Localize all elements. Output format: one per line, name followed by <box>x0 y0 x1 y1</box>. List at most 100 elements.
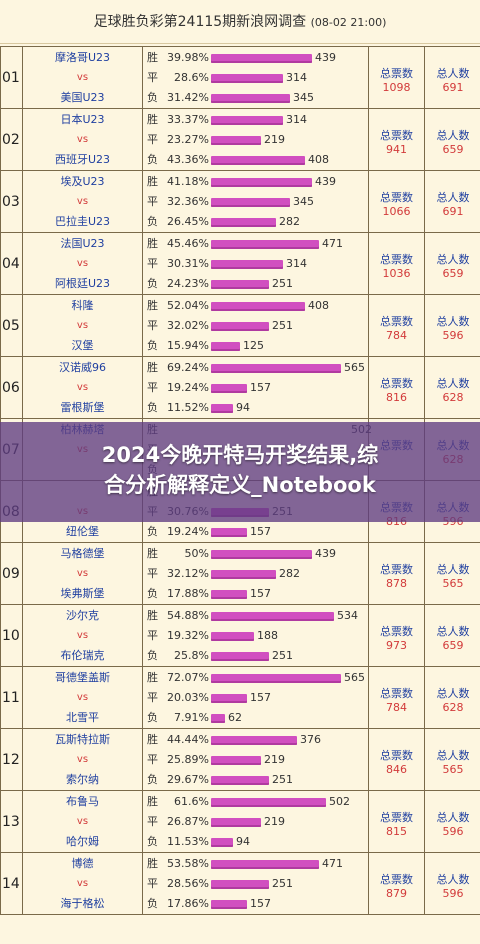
total-people-label: 总人数 <box>436 687 470 700</box>
away-team-link[interactable]: 索尔纳 <box>66 773 99 786</box>
match-row: 13 布鲁马 vs 哈尔姆 胜 61.6% 502 平 26.87% 219 负 11.53% 94 总票… <box>0 791 480 853</box>
draw-count: 314 <box>286 257 307 270</box>
lose-label: 负 <box>147 587 158 600</box>
vote-distribution: 胜 61.6% 502 平 26.87% 219 负 11.53% 94 <box>143 791 369 852</box>
win-label: 胜 <box>147 671 158 684</box>
home-team-link[interactable]: 布鲁马 <box>66 795 99 808</box>
match-number: 05 <box>1 295 23 356</box>
total-votes-value: 784 <box>386 329 407 342</box>
lose-label: 负 <box>147 711 158 724</box>
away-team-link[interactable]: 巴拉圭U23 <box>54 215 111 228</box>
draw-label: 平 <box>147 319 158 332</box>
lose-percent: 43.36% <box>167 153 209 166</box>
home-team-link[interactable]: 摩洛哥U23 <box>54 51 111 64</box>
draw-percent: 20.03% <box>167 691 209 704</box>
away-team-link[interactable]: 哈尔姆 <box>66 835 99 848</box>
lose-bar <box>211 280 269 289</box>
lose-count: 94 <box>236 401 250 414</box>
away-team-link[interactable]: 美国U23 <box>60 91 105 104</box>
lose-percent: 29.67% <box>167 773 209 786</box>
draw-bar <box>211 818 261 827</box>
away-team-link[interactable]: 埃弗斯堡 <box>60 587 105 600</box>
total-votes-cell: 总票数 879 <box>369 853 425 914</box>
home-team-link[interactable]: 汉诺威96 <box>59 361 106 374</box>
win-count: 471 <box>322 857 343 870</box>
total-people-cell: 总人数 659 <box>425 605 480 666</box>
away-team-link[interactable]: 雷根斯堡 <box>60 401 105 414</box>
total-votes-label: 总票数 <box>380 625 413 638</box>
win-label: 胜 <box>147 609 158 622</box>
vs-label: vs <box>76 630 89 641</box>
win-percent: 61.6% <box>174 795 209 808</box>
vote-distribution: 胜 39.98% 439 平 28.6% 314 负 31.42% 345 <box>143 47 369 108</box>
home-team-link[interactable]: 哥德堡盖斯 <box>55 671 110 684</box>
total-people-cell: 总人数 659 <box>425 233 480 294</box>
total-people-label: 总人数 <box>436 563 470 576</box>
home-team-link[interactable]: 科隆 <box>71 299 94 312</box>
lose-option: 负 31.42% 345 <box>145 88 369 108</box>
away-team-link[interactable]: 北雪平 <box>66 711 99 724</box>
home-team-link[interactable]: 法国U23 <box>60 237 105 250</box>
total-votes-cell: 总票数 784 <box>369 667 425 728</box>
win-count: 534 <box>337 609 358 622</box>
away-team-link[interactable]: 海于格松 <box>60 897 105 910</box>
win-label: 胜 <box>147 547 158 560</box>
draw-percent: 32.12% <box>167 567 209 580</box>
vote-distribution: 胜 44.44% 376 平 25.89% 219 负 29.67% 251 <box>143 729 369 790</box>
away-team-link[interactable]: 西班牙U23 <box>54 153 111 166</box>
home-team-link[interactable]: 瓦斯特拉斯 <box>55 733 110 746</box>
win-bar <box>211 674 341 683</box>
draw-count: 219 <box>264 133 285 146</box>
vote-distribution: 胜 33.37% 314 平 23.27% 219 负 43.36% 408 <box>143 109 369 170</box>
home-team-link[interactable]: 博德 <box>71 857 94 870</box>
draw-option: 平 20.03% 157 <box>145 688 369 708</box>
teams-cell: 瓦斯特拉斯 vs 索尔纳 <box>23 729 143 790</box>
vote-distribution: 胜 53.58% 471 平 28.56% 251 负 17.86% 157 <box>143 853 369 914</box>
win-option: 胜 53.58% 471 <box>145 854 369 874</box>
total-votes-value: 815 <box>386 825 407 838</box>
win-bar <box>211 798 326 807</box>
win-bar <box>211 178 312 187</box>
lose-count: 282 <box>279 215 300 228</box>
win-label: 胜 <box>147 299 158 312</box>
vs-label: vs <box>76 258 89 269</box>
draw-count: 188 <box>257 629 278 642</box>
draw-percent: 23.27% <box>167 133 209 146</box>
lose-label: 负 <box>147 401 158 414</box>
match-number: 10 <box>1 605 23 666</box>
lose-label: 负 <box>147 153 158 166</box>
total-votes-label: 总票数 <box>380 67 413 80</box>
draw-option: 平 28.6% 314 <box>145 68 369 88</box>
draw-label: 平 <box>147 257 158 270</box>
lose-count: 408 <box>308 153 329 166</box>
home-team-link[interactable]: 马格德堡 <box>60 547 105 560</box>
win-percent: 69.24% <box>167 361 209 374</box>
lose-bar <box>211 838 233 847</box>
home-team-link[interactable]: 沙尔克 <box>66 609 99 622</box>
draw-option: 平 32.02% 251 <box>145 316 369 336</box>
home-team-link[interactable]: 埃及U23 <box>60 175 105 188</box>
match-number: 06 <box>1 357 23 418</box>
page-header: 足球胜负彩第24115期新浪网调查 (08-02 21:00) <box>0 0 480 44</box>
away-team-link[interactable]: 阿根廷U23 <box>54 277 111 290</box>
lose-option: 负 11.52% 94 <box>145 398 369 418</box>
away-team-link[interactable]: 布伦瑞克 <box>60 649 105 662</box>
home-team-link[interactable]: 日本U23 <box>60 113 105 126</box>
away-team-link[interactable]: 汉堡 <box>71 339 94 352</box>
win-count: 565 <box>344 361 365 374</box>
win-option: 胜 54.88% 534 <box>145 606 369 626</box>
lose-label: 负 <box>147 91 158 104</box>
vs-label: vs <box>76 754 89 765</box>
win-bar <box>211 54 312 63</box>
draw-option: 平 23.27% 219 <box>145 130 369 150</box>
match-row: 06 汉诺威96 vs 雷根斯堡 胜 69.24% 565 平 19.24% 157 负 11.52%… <box>0 357 480 419</box>
total-votes-value: 879 <box>386 887 407 900</box>
draw-bar <box>211 322 269 331</box>
win-percent: 45.46% <box>167 237 209 250</box>
win-option: 胜 69.24% 565 <box>145 358 369 378</box>
away-team-link[interactable]: 纽伦堡 <box>66 525 99 538</box>
total-people-label: 总人数 <box>436 811 470 824</box>
